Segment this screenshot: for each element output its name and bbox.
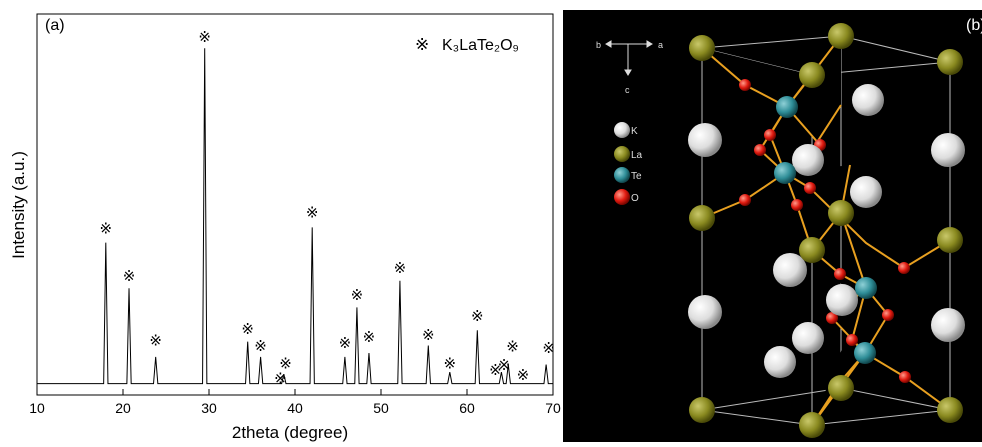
legend-label: O [631, 193, 639, 204]
peak-marker: ※ [274, 371, 287, 388]
peak-marker: ※ [279, 355, 292, 372]
x-tick-label: 40 [287, 400, 303, 416]
peak-marker: ※ [351, 287, 364, 304]
x-tick-label: 20 [115, 400, 131, 416]
x-tick-label: 50 [373, 400, 389, 416]
peak-marker: ※ [542, 340, 555, 357]
legend-ball [614, 122, 630, 138]
legend-ball [614, 189, 630, 205]
x-axis-label: 2theta (degree) [232, 423, 348, 442]
xrd-line [37, 48, 553, 383]
y-axis-label: Intensity (a.u.) [9, 151, 28, 259]
peak-marker: ※ [241, 321, 254, 338]
panel-title: (a) [45, 17, 65, 34]
peak-marker: ※ [254, 338, 267, 355]
figure: (a) 2theta (degree) Intensity (a.u.) ※ K… [0, 0, 982, 442]
x-tick-label: 60 [459, 400, 475, 416]
x-tick-label: 70 [545, 400, 561, 416]
legend-label: K [631, 126, 638, 137]
peak-marker: ※ [498, 357, 511, 374]
peak-marker: ※ [123, 268, 136, 285]
panel-a: (a) 2theta (degree) Intensity (a.u.) ※ K… [9, 14, 561, 442]
axis-label: b [596, 40, 601, 50]
peak-marker: ※ [149, 333, 162, 350]
peak-marker: ※ [471, 308, 484, 325]
x-tick-label: 10 [29, 400, 45, 416]
plot-frame [37, 14, 553, 395]
panel-label: (b) [966, 17, 982, 34]
axis-label: c [625, 85, 630, 95]
peak-marker: ※ [517, 367, 530, 384]
peak-marker: ※ [100, 221, 113, 238]
peak-marker: ※ [506, 339, 519, 356]
x-tick-label: 30 [201, 400, 217, 416]
page: {"chart_data": {"type": "line", "title":… [0, 0, 982, 442]
panel-b: b a c K La Te O (b) [563, 10, 982, 442]
legend-label: K₃LaTe₂O₉ [442, 37, 519, 54]
legend-label: La [631, 150, 643, 161]
peak-marker: ※ [394, 260, 407, 277]
peak-marker: ※ [198, 29, 211, 46]
peak-marker: ※ [306, 205, 319, 222]
axis-label: a [658, 40, 663, 50]
peak-marker: ※ [444, 355, 457, 372]
legend-ball [614, 146, 630, 162]
legend-ball [614, 167, 630, 183]
peak-marker: ※ [363, 329, 376, 346]
peak-marker: ※ [422, 327, 435, 344]
peak-marker: ※ [339, 335, 352, 352]
legend-symbol: ※ [415, 35, 429, 54]
legend-label: Te [631, 171, 642, 182]
